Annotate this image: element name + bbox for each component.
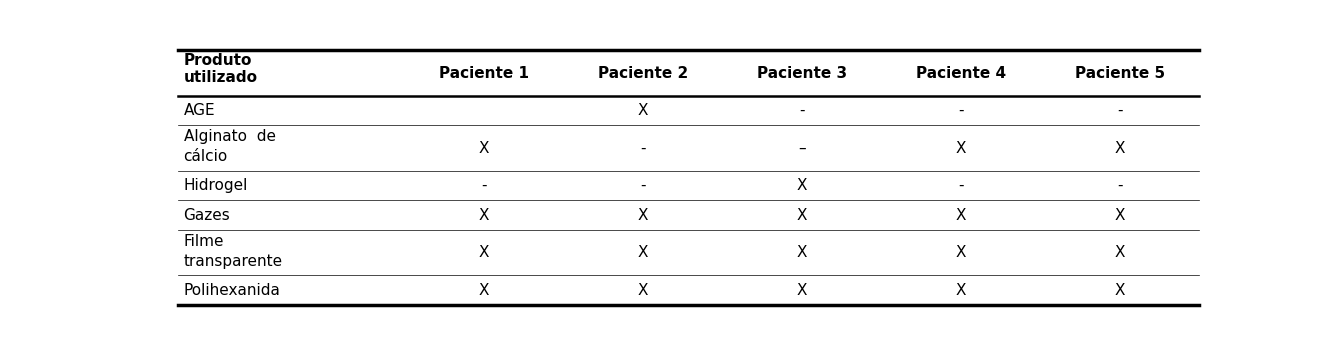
Text: X: X — [478, 208, 489, 223]
Text: -: - — [640, 140, 645, 156]
Text: AGE: AGE — [184, 103, 215, 118]
Text: X: X — [1114, 245, 1125, 260]
Text: X: X — [637, 103, 648, 118]
Text: Paciente 4: Paciente 4 — [915, 65, 1005, 81]
Text: Produto
utilizado: Produto utilizado — [184, 52, 258, 85]
Text: -: - — [481, 178, 487, 193]
Text: Paciente 3: Paciente 3 — [757, 65, 847, 81]
Text: Filme: Filme — [184, 234, 224, 249]
Text: Paciente 5: Paciente 5 — [1075, 65, 1165, 81]
Text: X: X — [478, 245, 489, 260]
Text: -: - — [958, 178, 964, 193]
Text: -: - — [640, 178, 645, 193]
Text: Gazes: Gazes — [184, 208, 230, 223]
Text: Hidrogel: Hidrogel — [184, 178, 249, 193]
Text: X: X — [797, 178, 806, 193]
Text: X: X — [956, 245, 966, 260]
Text: Paciente 2: Paciente 2 — [598, 65, 688, 81]
Text: -: - — [798, 103, 805, 118]
Text: -: - — [958, 103, 964, 118]
Text: X: X — [478, 140, 489, 156]
Text: X: X — [956, 140, 966, 156]
Text: X: X — [956, 283, 966, 298]
Text: Paciente 1: Paciente 1 — [438, 65, 528, 81]
Text: X: X — [637, 208, 648, 223]
Text: –: – — [798, 140, 805, 156]
Text: transparente: transparente — [184, 254, 282, 269]
Text: -: - — [1117, 178, 1122, 193]
Text: X: X — [637, 245, 648, 260]
Text: cálcio: cálcio — [184, 149, 228, 164]
Text: X: X — [797, 245, 806, 260]
Text: Alginato  de: Alginato de — [184, 129, 276, 144]
Text: -: - — [1117, 103, 1122, 118]
Text: X: X — [956, 208, 966, 223]
Text: X: X — [797, 208, 806, 223]
Text: X: X — [478, 283, 489, 298]
Text: X: X — [1114, 140, 1125, 156]
Text: X: X — [797, 283, 806, 298]
Text: X: X — [1114, 283, 1125, 298]
Text: X: X — [1114, 208, 1125, 223]
Text: X: X — [637, 283, 648, 298]
Text: Polihexanida: Polihexanida — [184, 283, 281, 298]
